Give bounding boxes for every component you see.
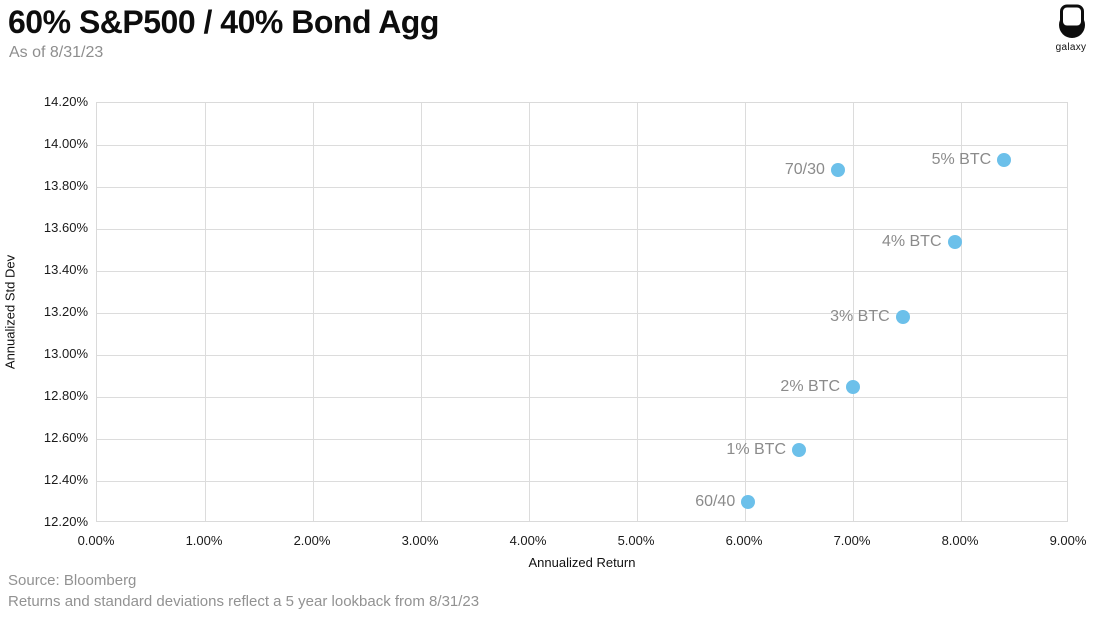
data-point-4-btc bbox=[947, 234, 962, 249]
x-tick-label: 3.00% bbox=[401, 533, 439, 548]
h-gridline bbox=[97, 145, 1067, 146]
y-tick-label: 13.00% bbox=[43, 346, 88, 361]
v-gridline bbox=[313, 103, 314, 521]
h-gridline bbox=[97, 229, 1067, 230]
v-gridline bbox=[421, 103, 422, 521]
y-tick-label: 13.60% bbox=[43, 220, 88, 235]
h-gridline bbox=[97, 481, 1067, 482]
v-gridline bbox=[529, 103, 530, 521]
v-gridline bbox=[637, 103, 638, 521]
as-of-date: As of 8/31/23 bbox=[9, 44, 104, 61]
x-tick-label: 7.00% bbox=[833, 533, 871, 548]
x-tick-label: 1.00% bbox=[185, 533, 223, 548]
y-tick-label: 12.40% bbox=[43, 472, 88, 487]
h-gridline bbox=[97, 271, 1067, 272]
y-tick-label: 14.20% bbox=[43, 94, 88, 109]
y-tick-label: 14.00% bbox=[43, 136, 88, 151]
y-tick-label: 13.80% bbox=[43, 178, 88, 193]
page-title: 60% S&P500 / 40% Bond Agg bbox=[8, 4, 439, 40]
x-tick-label: 9.00% bbox=[1049, 533, 1087, 548]
galaxy-logo: galaxy bbox=[1048, 4, 1094, 53]
galaxy-logo-icon bbox=[1048, 4, 1094, 41]
galaxy-logo-text: galaxy bbox=[1055, 42, 1087, 53]
v-gridline bbox=[961, 103, 962, 521]
plot-area: 60/40 1% BTC 2% BTC 3% BTC 4% BTC 70/30 5% BTC bbox=[96, 102, 1068, 522]
v-gridline bbox=[745, 103, 746, 521]
data-point-label: 2% BTC bbox=[780, 377, 840, 395]
footer: Source: Bloomberg Returns and standard d… bbox=[8, 570, 479, 612]
x-tick-label: 6.00% bbox=[725, 533, 763, 548]
data-point-label: 60/40 bbox=[695, 493, 736, 510]
source-note: Source: Bloomberg bbox=[8, 572, 137, 589]
h-gridline bbox=[97, 439, 1067, 440]
y-tick-label: 12.80% bbox=[43, 388, 88, 403]
y-tick-label: 13.20% bbox=[43, 304, 88, 319]
x-tick-label: 4.00% bbox=[509, 533, 547, 548]
h-gridline bbox=[97, 355, 1067, 356]
x-tick-label: 2.00% bbox=[293, 533, 331, 548]
data-point-label: 70/30 bbox=[784, 161, 825, 179]
y-tick-label: 12.20% bbox=[43, 514, 88, 529]
x-axis-title: Annualized Return bbox=[528, 555, 636, 570]
data-point-label: 4% BTC bbox=[881, 232, 942, 250]
h-gridline bbox=[97, 313, 1067, 314]
data-point-2-btc bbox=[846, 379, 860, 394]
x-tick-label: 5.00% bbox=[617, 533, 655, 548]
y-axis-title: Annualized Std Dev bbox=[2, 254, 18, 370]
h-gridline bbox=[97, 187, 1067, 188]
data-point-1-btc bbox=[792, 442, 806, 457]
x-tick-label: 8.00% bbox=[941, 533, 979, 548]
data-point-3-btc bbox=[895, 310, 910, 325]
y-tick-label: 13.40% bbox=[43, 262, 88, 277]
data-point-60-40 bbox=[741, 495, 756, 509]
lookback-note: Returns and standard deviations reflect … bbox=[8, 593, 480, 610]
h-gridline bbox=[97, 397, 1067, 398]
data-point-5-btc bbox=[997, 152, 1012, 167]
data-point-label: 1% BTC bbox=[726, 440, 786, 458]
x-tick-label: 0.00% bbox=[77, 533, 115, 548]
v-gridline bbox=[853, 103, 854, 521]
y-tick-label: 12.60% bbox=[43, 430, 88, 445]
data-point-label: 5% BTC bbox=[931, 150, 992, 168]
v-gridline bbox=[205, 103, 206, 521]
data-point-label: 3% BTC bbox=[830, 308, 890, 326]
data-point-70-30 bbox=[830, 163, 845, 178]
